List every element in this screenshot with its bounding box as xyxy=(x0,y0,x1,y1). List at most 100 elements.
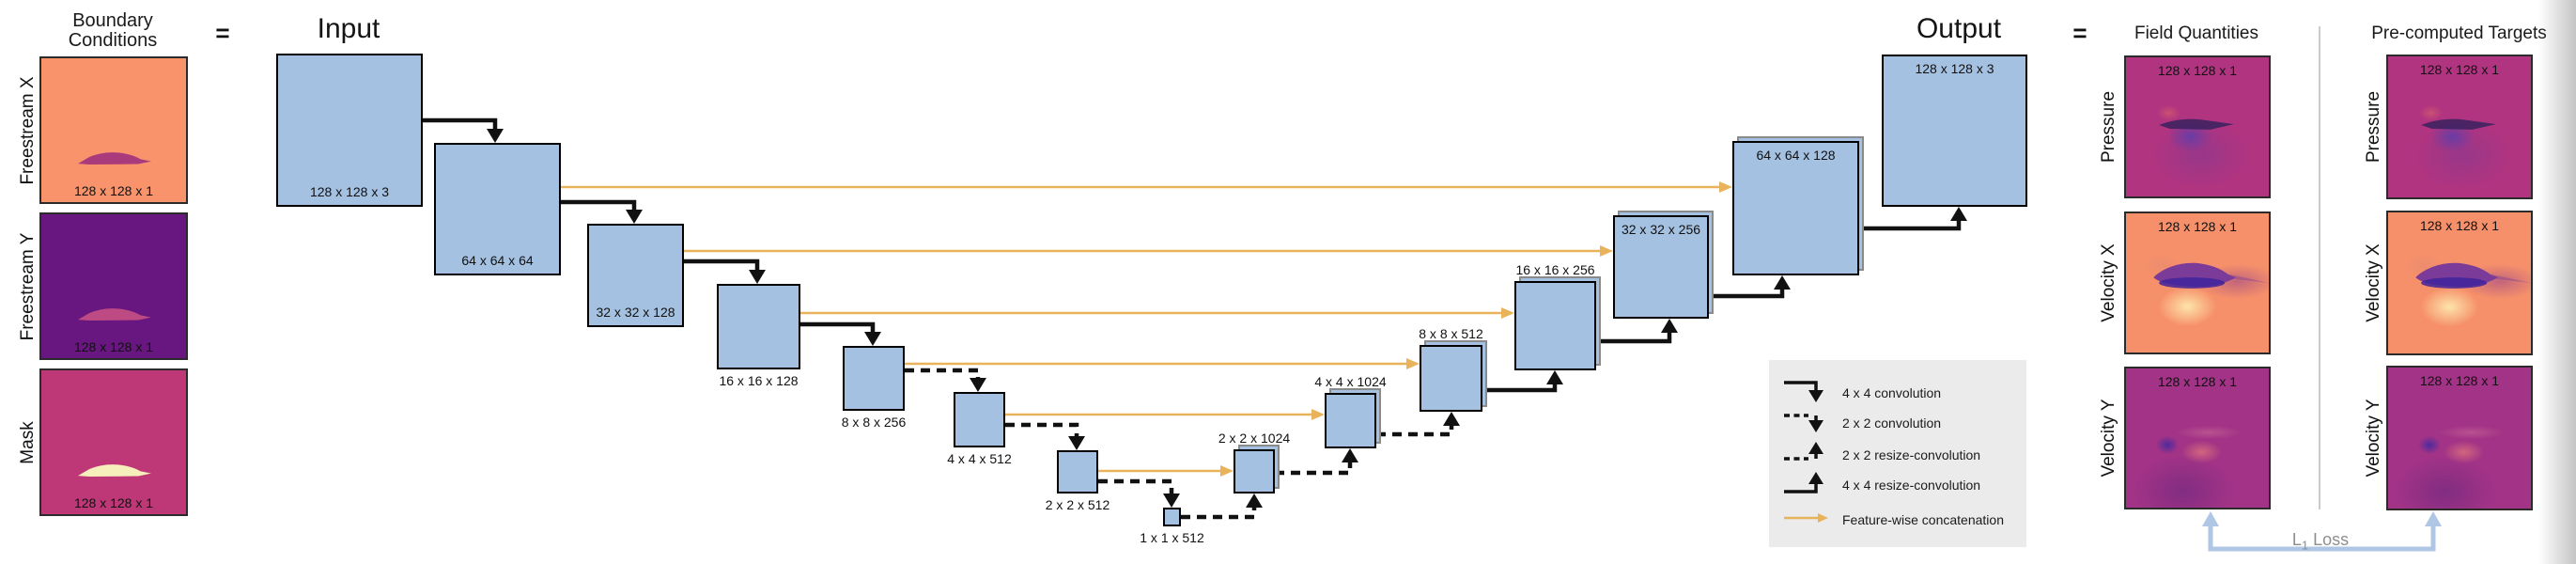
legend-item-label: 2 x 2 resize-convolution xyxy=(1842,447,1981,462)
legend-item-label: 4 x 4 resize-convolution xyxy=(1842,478,1981,493)
conv-2x2-arrow-2-head xyxy=(1068,436,1085,450)
resize22-arrow-icon xyxy=(1782,440,1831,471)
enc-2-dims-label: 2 x 2 x 512 xyxy=(1045,497,1110,512)
skip-connection-6-head xyxy=(1220,465,1234,477)
freestream-y-airfoil-shape xyxy=(77,308,151,321)
dec-32-dims-label: 32 x 32 x 256 xyxy=(1621,222,1701,237)
conv-4x4-arrow-1 xyxy=(423,118,498,130)
resize-conv-2x2-arrow-3-head xyxy=(1443,412,1460,426)
tensor-size-label: 128 x 128 x 1 xyxy=(2419,62,2500,77)
field-pressure-row-label: Pressure xyxy=(2099,90,2118,164)
target-pressure-row-label: Pressure xyxy=(2364,90,2383,164)
output-title: Output xyxy=(1916,13,2002,44)
enc-8-feature-map xyxy=(843,346,905,411)
field-velocity-y-image: 128 x 128 x 1 xyxy=(2124,367,2271,509)
field-velocity-x-airfoil-shape xyxy=(2153,262,2269,289)
dec-8-dims-label: 8 x 8 x 512 xyxy=(1419,326,1483,341)
l1-loss-label: L1 Loss xyxy=(2255,530,2386,553)
resize-conv-2x2-arrow-3 xyxy=(1376,425,1454,437)
dec-8-feature-map xyxy=(1420,345,1482,412)
legend: 4 x 4 convolution 2 x 2 convolution 2 x 2 … xyxy=(1769,360,2026,547)
skip-connection-2-head xyxy=(1600,245,1613,257)
l1-loss-connector xyxy=(2208,525,2436,552)
tensor-size-label: 128 x 128 x 1 xyxy=(2157,219,2238,234)
conv-4x4-arrow-3-head xyxy=(749,270,766,284)
loss-label-sub: 1 xyxy=(2301,538,2309,553)
conv-4x4-arrow-2-head xyxy=(626,210,643,224)
field-velocity-x-row-label: Velocity X xyxy=(2099,243,2118,322)
skip-connection-1-head xyxy=(1719,181,1732,193)
pre-computed-targets-title: Pre-computed Targets xyxy=(2371,24,2547,43)
tensor-size-label: 128 x 128 x 1 xyxy=(73,495,154,510)
conv22-arrow-icon xyxy=(1782,408,1831,439)
resize-conv-2x2-arrow-1-head xyxy=(1246,494,1263,508)
target-velocity-x-row-label: Velocity X xyxy=(2364,243,2383,322)
conv-2x2-arrow-3 xyxy=(1098,478,1174,494)
target-velocity-y-image: 128 x 128 x 1 xyxy=(2386,366,2533,510)
mask-airfoil-shape xyxy=(77,464,151,478)
dec-64-dims-label: 64 x 64 x 128 xyxy=(1756,148,1836,163)
enc-8-dims-label: 8 x 8 x 256 xyxy=(841,415,907,430)
resize-conv-4x4-arrow-3 xyxy=(1709,289,1785,299)
dec-2-feature-map xyxy=(1234,449,1275,494)
enc-64-feature-map xyxy=(434,143,561,275)
field-pressure-image: 128 x 128 x 1 xyxy=(2124,55,2271,198)
legend-item-label: 4 x 4 convolution xyxy=(1842,385,1942,400)
target-velocity-x-airfoil-shape xyxy=(2415,262,2531,289)
conv-4x4-arrow-2 xyxy=(561,199,637,211)
resize-conv-4x4-arrow-2 xyxy=(1596,332,1672,344)
loss-label-main: L xyxy=(2291,530,2302,549)
enc-4-dims-label: 4 x 4 x 512 xyxy=(947,451,1012,466)
field-velocity-y-row-label: Velocity Y xyxy=(2099,399,2118,478)
legend-item-resize44: 4 x 4 resize-convolution xyxy=(1782,471,1981,498)
resize-conv-4x4-arrow-3-head xyxy=(1774,275,1791,290)
enc-4-feature-map xyxy=(954,392,1005,447)
enc-32-feature-map xyxy=(587,224,684,327)
dec-4-dims-label: 4 x 4 x 1024 xyxy=(1314,374,1387,389)
legend-item-resize22: 2 x 2 resize-convolution xyxy=(1782,440,1981,471)
loss-label-rest: Loss xyxy=(2313,530,2350,549)
dec-2-dims-label: 2 x 2 x 1024 xyxy=(1218,431,1291,446)
legend-item-label: 2 x 2 convolution xyxy=(1842,415,1942,431)
conv-2x2-arrow-1 xyxy=(905,368,981,379)
field-pressure-airfoil-shape xyxy=(2159,118,2234,130)
output-dims-label: 128 x 128 x 3 xyxy=(1915,61,1994,76)
dec-64-feature-map xyxy=(1732,141,1859,275)
field-velocity-x-image: 128 x 128 x 1 xyxy=(2124,212,2271,354)
l1-loss-arrow-right xyxy=(2425,511,2442,526)
legend-item-label: Feature-wise concatenation xyxy=(1842,512,2004,527)
output-feature-map xyxy=(1882,55,2027,207)
resize-conv-4x4-arrow-1 xyxy=(1482,384,1558,393)
bottleneck-feature-map xyxy=(1163,508,1181,526)
dec-16-feature-map xyxy=(1514,281,1596,370)
tensor-size-label: 128 x 128 x 1 xyxy=(2157,374,2238,389)
freestream-x-image: 128 x 128 x 1 xyxy=(39,56,188,204)
mask-row-label: Mask xyxy=(18,420,38,464)
l1-loss-arrow-left xyxy=(2202,511,2219,526)
enc-16-dims-label: 16 x 16 x 128 xyxy=(719,373,799,388)
conv-4x4-arrow-1-head xyxy=(487,129,504,143)
tensor-size-label: 128 x 128 x 1 xyxy=(2157,63,2238,78)
input-dims-label: 128 x 128 x 3 xyxy=(309,184,390,199)
input-title: Input xyxy=(317,13,380,44)
column-divider xyxy=(2319,26,2320,509)
conv-2x2-arrow-3-head xyxy=(1163,494,1180,508)
resize-conv-4x4-arrow-4 xyxy=(1859,220,1962,231)
resize-conv-2x2-arrow-1 xyxy=(1181,507,1257,520)
freestream-x-airfoil-shape xyxy=(77,152,151,165)
concat-arrow-icon xyxy=(1782,505,1831,536)
target-velocity-x-image: 128 x 128 x 1 xyxy=(2386,211,2533,355)
skip-connection-4-head xyxy=(1406,358,1420,369)
conv-4x4-arrow-4-head xyxy=(864,332,881,346)
dec-4-feature-map xyxy=(1325,393,1376,448)
right-edge-shadow xyxy=(2538,0,2576,564)
resize-conv-4x4-arrow-1-head xyxy=(1546,370,1563,384)
mask-image: 128 x 128 x 1 xyxy=(39,368,188,516)
boundary-conditions-title: Boundary Conditions xyxy=(68,10,158,51)
legend-item-concat: Feature-wise concatenation xyxy=(1782,507,2004,533)
resize-conv-2x2-arrow-2-head xyxy=(1342,448,1358,462)
conv44-arrow-icon xyxy=(1782,378,1831,409)
legend-item-conv22: 2 x 2 convolution xyxy=(1782,410,1941,436)
